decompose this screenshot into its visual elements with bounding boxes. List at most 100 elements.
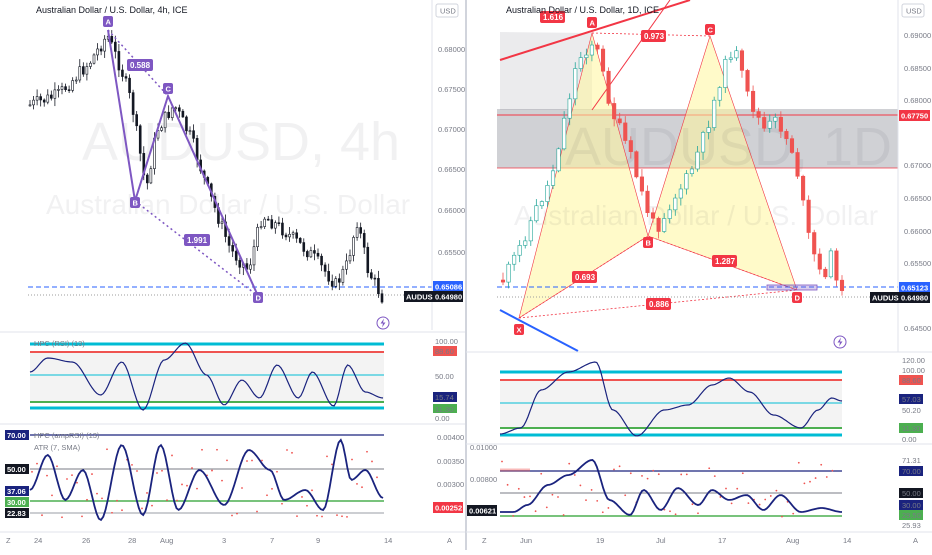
right-candle-body (695, 151, 700, 170)
left-atr-dot (121, 509, 123, 512)
left-chart[interactable]: AUDUSD, 4h Australian Dollar / U.S. Doll… (28, 5, 432, 330)
right-chart[interactable]: AUDUSD, 1D Australian Dollar / U.S. Doll… (497, 0, 898, 352)
left-atr-dot (236, 512, 238, 515)
left-candle-body (74, 79, 78, 82)
right-candles (500, 40, 845, 296)
left-atr-dot (186, 484, 188, 487)
right-candle-body (745, 70, 750, 92)
right-rsi-level-tag: 11.30 (902, 424, 920, 433)
svg-text:B: B (646, 239, 652, 248)
left-atr-dot (291, 451, 293, 454)
right-atr-level-tag: 71.31 (902, 456, 921, 465)
left-atr-dot (246, 460, 248, 462)
right-rsi-level-tag: 100.00 (902, 366, 925, 375)
left-atr-dot (316, 514, 318, 517)
left-corner-a[interactable]: A (447, 536, 452, 545)
right-atr-dot (708, 467, 711, 470)
left-atr-dot (136, 470, 138, 472)
left-time-axis[interactable]: Z A 24 26 28 Aug 3 7 9 14 (0, 531, 466, 545)
left-point-d[interactable]: D (253, 292, 263, 303)
left-point-b[interactable]: B (130, 197, 140, 208)
left-candle-body (160, 127, 163, 131)
right-atr-pane[interactable]: 0.01000 0.00800 0.00621 71.31 70.00 50.00 30… (466, 443, 932, 530)
svg-text:0.00621: 0.00621 (469, 507, 496, 516)
right-x-label: Jul (656, 536, 666, 545)
left-x-label: 24 (34, 536, 42, 545)
left-candle-body (352, 237, 355, 256)
left-atr-dot (101, 497, 103, 500)
left-atr-dot (176, 499, 178, 502)
right-price-axis[interactable]: USD 0.690000.685000.680000.670000.665000… (870, 0, 931, 352)
left-candle-body (195, 138, 199, 161)
right-candle-body (612, 103, 617, 120)
right-d-box (766, 284, 818, 291)
right-atr-dot (573, 474, 576, 476)
left-point-c[interactable]: C (163, 83, 173, 94)
left-abcd-path (107, 29, 259, 297)
right-atr-dot (758, 503, 761, 506)
right-atr-dot (641, 475, 643, 477)
left-atr-title-1: HPC (ampRSI) (13) (34, 431, 100, 440)
right-rsi-level-tag: 57.03 (902, 395, 921, 404)
right-point-a[interactable]: A (587, 17, 597, 28)
right-candle-body (706, 127, 711, 133)
left-candle-body (295, 232, 298, 239)
right-atr-level-tag: 29.50 (902, 511, 921, 520)
left-atr-dot (361, 486, 363, 489)
left-atr-dot (166, 499, 168, 502)
right-point-c[interactable]: C (705, 24, 715, 35)
right-point-x[interactable]: X (514, 324, 524, 335)
right-rsi-level-tag: 0.00 (902, 435, 917, 444)
left-candle-body (284, 234, 288, 238)
left-candle-body (71, 80, 74, 91)
left-currency-button[interactable] (435, 3, 459, 18)
right-x-label: Jun (520, 536, 532, 545)
right-corner-a[interactable]: A (913, 536, 918, 545)
right-point-b[interactable]: B (643, 237, 653, 248)
left-atr-dot (216, 448, 218, 451)
right-candle-body (556, 148, 561, 172)
right-atr-dot (596, 499, 599, 502)
left-atr-pane[interactable]: HPC (ampRSI) (13) ATR (7, SMA) 70.00 50.0… (0, 423, 466, 522)
lightning-icon[interactable] (833, 335, 847, 349)
left-atr-dot (336, 514, 338, 516)
left-atr-dot (46, 474, 48, 477)
left-atr-dot (321, 515, 323, 518)
right-ratio-xd: 0.886 (646, 298, 671, 310)
right-last-price-tag (899, 292, 930, 303)
right-currency-button[interactable] (901, 3, 925, 18)
right-atr-dot (607, 507, 610, 509)
right-atr-tick: 0.00800 (470, 475, 497, 484)
left-atr-dot (141, 507, 143, 510)
left-candle-body (341, 268, 345, 283)
left-atr-tick: 0.00400 (437, 433, 464, 442)
right-time-axis[interactable]: Z A Jun 19 Jul 17 Aug 14 (466, 531, 932, 545)
right-candle-body (550, 170, 556, 186)
left-price-axis[interactable]: USD 0.680000.675000.670000.665000.660000… (404, 0, 465, 330)
right-atr-dot (562, 514, 565, 516)
right-atr-dot (624, 494, 627, 497)
left-candle-body (355, 227, 359, 238)
right-point-d[interactable]: D (792, 292, 802, 303)
right-candle-body (795, 152, 800, 177)
left-point-a[interactable]: A (103, 16, 113, 27)
left-corner-z[interactable]: Z (6, 536, 11, 545)
left-atr-dot (151, 504, 153, 507)
right-atr-dot (551, 493, 554, 496)
lightning-icon[interactable] (376, 316, 390, 330)
left-atr-dot (41, 514, 43, 517)
left-atr-dot (76, 481, 78, 484)
right-candle-body (523, 240, 528, 246)
svg-text:A: A (106, 18, 112, 27)
left-candle-body (231, 245, 234, 252)
right-corner-z[interactable]: Z (482, 536, 487, 545)
right-xd-line (518, 289, 798, 319)
right-candle-body (528, 220, 533, 242)
left-candle-body (309, 250, 313, 258)
left-x-labels: 24 26 28 Aug 3 7 9 14 (34, 536, 392, 545)
right-candle-body (678, 188, 683, 199)
left-candle-body (185, 116, 188, 132)
